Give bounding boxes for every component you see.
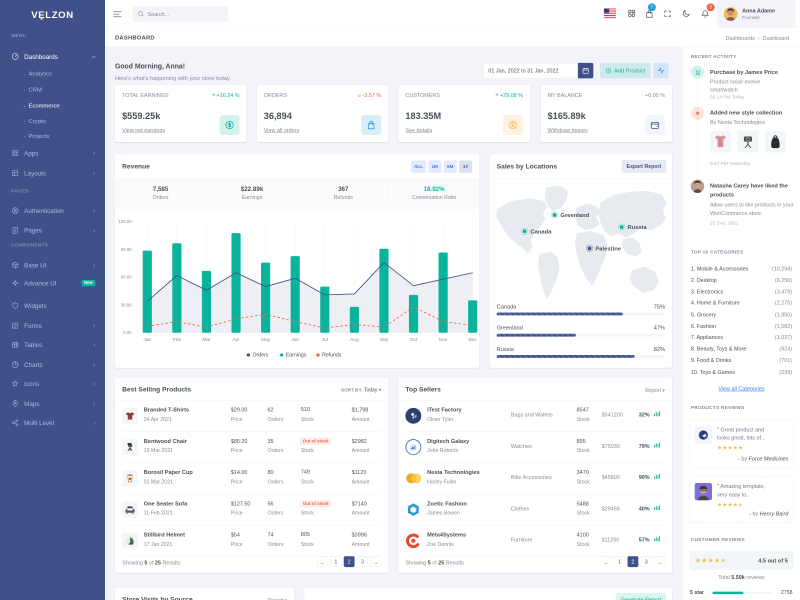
- svg-text:Russia: Russia: [628, 225, 648, 231]
- svg-text:90.00: 90.00: [121, 247, 132, 252]
- svg-text:Jun: Jun: [291, 337, 299, 343]
- svg-text:Refunds: Refunds: [322, 353, 342, 359]
- svg-text:120.00: 120.00: [118, 219, 132, 224]
- svg-text:0.00: 0.00: [123, 330, 132, 335]
- svg-text:Dec: Dec: [468, 337, 477, 343]
- svg-text:30.00: 30.00: [121, 302, 132, 307]
- svg-text:Jul: Jul: [322, 337, 328, 343]
- svg-text:May: May: [261, 337, 271, 343]
- svg-text:Jan: Jan: [143, 337, 151, 343]
- svg-text:Earnings: Earnings: [286, 353, 307, 359]
- svg-text:Greenland: Greenland: [560, 213, 589, 219]
- svg-text:Aug: Aug: [350, 337, 359, 343]
- svg-text:60.00: 60.00: [121, 275, 132, 280]
- svg-text:Orders: Orders: [253, 353, 269, 359]
- svg-text:Feb: Feb: [173, 337, 182, 343]
- svg-text:Apr: Apr: [232, 337, 240, 343]
- svg-text:Sep: Sep: [380, 337, 389, 343]
- svg-text:Oct: Oct: [410, 337, 418, 343]
- svg-text:Mar: Mar: [202, 337, 211, 343]
- svg-text:Canada: Canada: [530, 229, 552, 235]
- svg-text:Palestine: Palestine: [595, 246, 621, 252]
- svg-text:Nov: Nov: [439, 337, 448, 343]
